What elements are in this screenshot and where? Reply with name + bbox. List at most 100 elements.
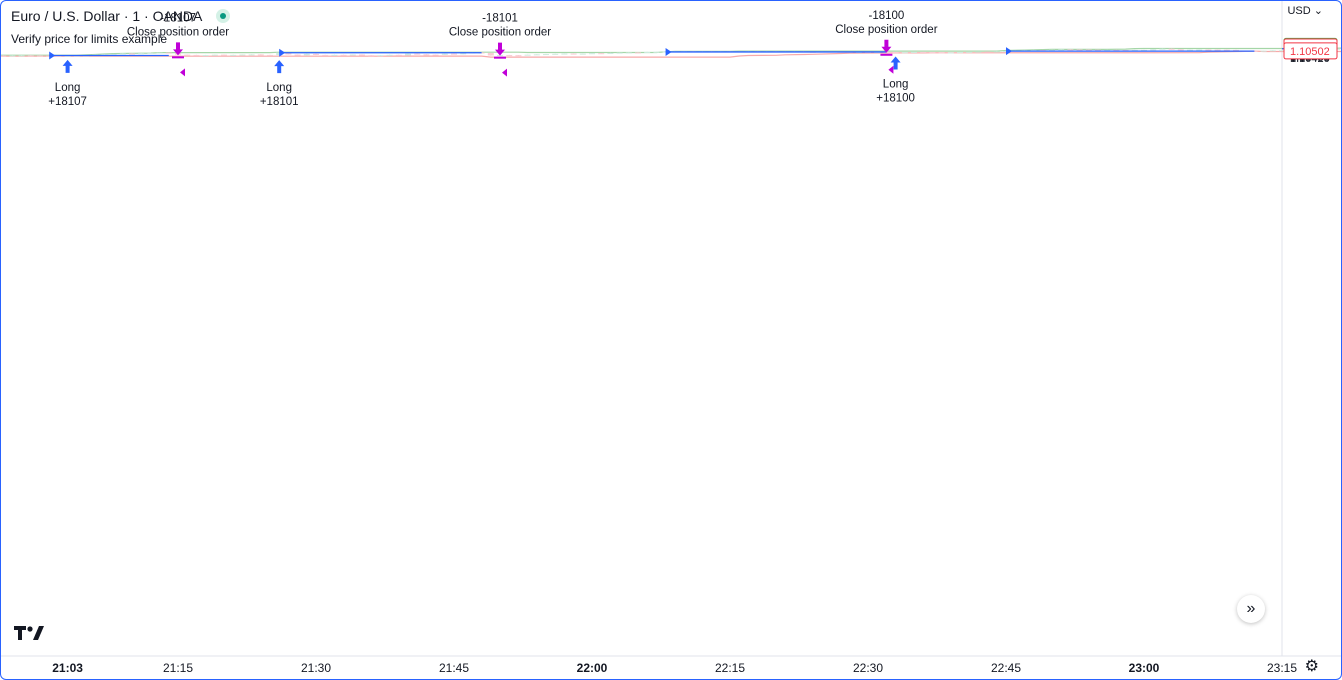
candle-up [1150, 49, 1157, 51]
candle-down [414, 53, 421, 55]
entry-label: Long [266, 82, 292, 94]
candle-up [303, 53, 310, 56]
candle-down [165, 52, 172, 54]
chevron-down-icon: ⌄ [1313, 5, 1323, 17]
candle-up [552, 53, 559, 55]
candle-down [570, 53, 577, 55]
time-axis[interactable]: 21:03 21:15 21:30 21:45 22:00 22:15 22:30 22:45… [52, 661, 1341, 675]
candle-down [1095, 49, 1101, 51]
candle-down [359, 54, 365, 56]
candle-up [138, 53, 145, 55]
candle-up [1260, 50, 1267, 52]
candle-down [313, 53, 319, 55]
candle-down [1085, 49, 1092, 51]
time-tick-label: 23:00 [1129, 661, 1160, 675]
candle-down [920, 51, 927, 53]
candle-up [101, 54, 108, 56]
candle-down [285, 52, 292, 55]
candle-down [487, 52, 494, 56]
candle-up [9, 55, 16, 57]
candle-up [561, 53, 568, 55]
candle-down [294, 54, 301, 56]
candle-down [129, 53, 135, 55]
long-entry-arrow-icon [890, 56, 901, 70]
candle-up [644, 51, 651, 53]
candle-down [515, 55, 522, 57]
candle-down [1067, 49, 1074, 51]
candle-down [1076, 49, 1083, 51]
candle-down [221, 54, 227, 56]
candle-down [1233, 49, 1239, 51]
candle-down [432, 54, 439, 56]
chart-settings-icon[interactable]: ⚙ [1304, 658, 1319, 675]
candle-up [18, 55, 25, 57]
limit-marker-icon [279, 48, 286, 57]
entry-size-label: +18101 [260, 96, 299, 108]
candle-up [211, 54, 218, 56]
close-order-bar [494, 56, 506, 59]
candle-up [405, 53, 411, 56]
time-tick-label: 21:03 [52, 661, 83, 675]
candle-down [1214, 49, 1221, 51]
candle-up [331, 54, 338, 56]
candle-up [1159, 48, 1166, 50]
close-order-bar [880, 53, 893, 56]
candle-down [340, 54, 347, 56]
close-order-bar [172, 56, 184, 59]
candle-up [1196, 49, 1203, 51]
candle-up [589, 53, 595, 55]
long-entry-arrow-icon [274, 60, 285, 74]
limit-line-layer [49, 44, 1316, 60]
candle-up [1269, 50, 1276, 52]
exit-size-label: -18101 [482, 13, 518, 25]
scroll-to-realtime-button[interactable]: » [1237, 595, 1265, 623]
candle-up [377, 55, 384, 57]
candle-down [1177, 49, 1184, 51]
study-title[interactable]: Verify price for limits example [11, 32, 168, 46]
tradingview-logo-icon[interactable] [14, 625, 44, 646]
symbol-line: Euro / U.S. Dollar · 1 · OANDA [11, 6, 231, 26]
market-status-icon[interactable] [216, 9, 231, 23]
candle-up [386, 54, 393, 56]
limit-marker-icon [1006, 47, 1012, 56]
candle-down [892, 52, 899, 54]
candle-up [1049, 49, 1055, 51]
entry-size-label: +18107 [48, 96, 87, 108]
candle-up [110, 53, 117, 55]
long-entry-arrow-icon [62, 59, 73, 73]
symbol-title[interactable]: Euro / U.S. Dollar · 1 · OANDA [11, 8, 203, 24]
currency-selector[interactable]: USD ⌄ [1287, 4, 1323, 17]
candle-down [938, 52, 945, 54]
candle-up [1131, 49, 1138, 51]
price-badge-label: 1.10502 [1290, 46, 1330, 58]
candle-up [911, 51, 917, 53]
candle-up [349, 54, 356, 56]
entry-label: Long [883, 79, 909, 91]
candle-down [598, 53, 605, 55]
candle-up [579, 53, 586, 55]
candle-up [1104, 49, 1111, 51]
exit-fill-marker-icon [888, 65, 894, 74]
candle-up [1141, 49, 1147, 51]
candle-down [1113, 49, 1120, 51]
time-tick-label: 23:15 [1267, 661, 1297, 675]
candle-down [1223, 49, 1230, 51]
candle-down [368, 55, 375, 57]
time-tick-label: 21:45 [439, 661, 469, 675]
upper-channel-line [1, 47, 1341, 56]
price-axis[interactable]: 1.105601.105501.105401.105301.105201.105… [1283, 37, 1338, 65]
candle-down [267, 54, 273, 56]
exit-fill-marker-icon [180, 68, 185, 77]
chart-legend: Euro / U.S. Dollar · 1 · OANDA Verify pr… [11, 6, 231, 46]
candle-up [993, 51, 1000, 53]
candle-up [248, 54, 255, 56]
candle-up [966, 51, 973, 53]
time-tick-label: 21:30 [301, 661, 331, 675]
entry-label: Long [55, 82, 81, 94]
close-order-arrow-icon [173, 42, 183, 56]
candle-down [257, 54, 264, 56]
candle-up [625, 52, 632, 54]
candle-up [957, 52, 963, 54]
